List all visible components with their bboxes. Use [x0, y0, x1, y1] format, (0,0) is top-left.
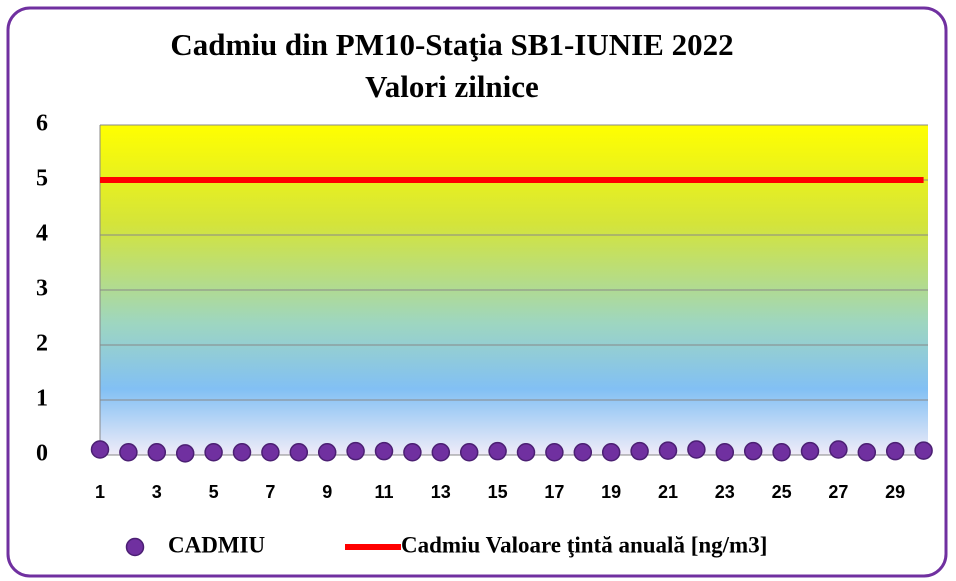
chart-title: Cadmiu din PM10-Staţia SB1-IUNIE 2022 [170, 27, 733, 62]
y-tick-label: 3 [36, 276, 48, 302]
x-tick-label: 7 [265, 482, 275, 502]
data-point [743, 441, 763, 461]
x-tick-label: 15 [488, 482, 508, 502]
data-point [261, 443, 280, 462]
data-point [914, 441, 933, 460]
data-point [772, 443, 791, 462]
data-point [232, 443, 252, 462]
legend-marker [125, 537, 145, 557]
y-tick-label: 0 [36, 441, 48, 467]
data-point [800, 441, 820, 461]
data-point [374, 441, 394, 461]
data-point [346, 441, 365, 461]
data-point [119, 443, 138, 462]
data-point [431, 443, 451, 462]
legend-label: CADMIU [168, 532, 265, 557]
data-point [715, 443, 735, 462]
data-point [857, 443, 877, 462]
data-point [289, 443, 309, 462]
data-point [885, 441, 905, 461]
x-tick-label: 23 [715, 482, 735, 502]
x-tick-label: 29 [885, 482, 905, 502]
y-tick-label: 1 [36, 386, 48, 412]
data-point [658, 441, 678, 460]
data-point [175, 444, 195, 463]
x-tick-label: 13 [431, 482, 451, 502]
data-point [204, 443, 223, 462]
y-tick-label: 2 [36, 331, 48, 357]
data-point [630, 441, 649, 461]
data-point [601, 443, 621, 462]
chart-subtitle: Valori zilnice [365, 69, 539, 104]
x-tick-label: 27 [828, 482, 848, 502]
x-tick-label: 5 [209, 482, 219, 502]
data-point [403, 443, 422, 462]
y-tick-label: 5 [36, 166, 48, 192]
data-point [687, 440, 706, 459]
x-tick-label: 25 [772, 482, 792, 502]
y-tick-label: 4 [36, 221, 48, 247]
x-tick-label: 19 [601, 482, 621, 502]
data-point [516, 443, 536, 462]
data-point [488, 441, 507, 461]
data-point [545, 443, 564, 462]
data-point [147, 443, 167, 462]
legend-label: Cadmiu Valoare ţintă anuală [ng/m3] [401, 532, 767, 557]
x-tick-label: 11 [374, 482, 393, 502]
x-tick-label: 1 [95, 482, 105, 502]
data-point [829, 440, 848, 459]
x-tick-label: 17 [544, 482, 564, 502]
data-point [573, 443, 593, 462]
data-point [459, 443, 479, 462]
x-tick-label: 9 [322, 482, 332, 502]
x-tick-label: 3 [152, 482, 162, 502]
y-tick-label: 6 [36, 111, 48, 137]
data-point [317, 443, 337, 462]
x-tick-label: 21 [658, 482, 678, 502]
data-point [90, 440, 110, 459]
